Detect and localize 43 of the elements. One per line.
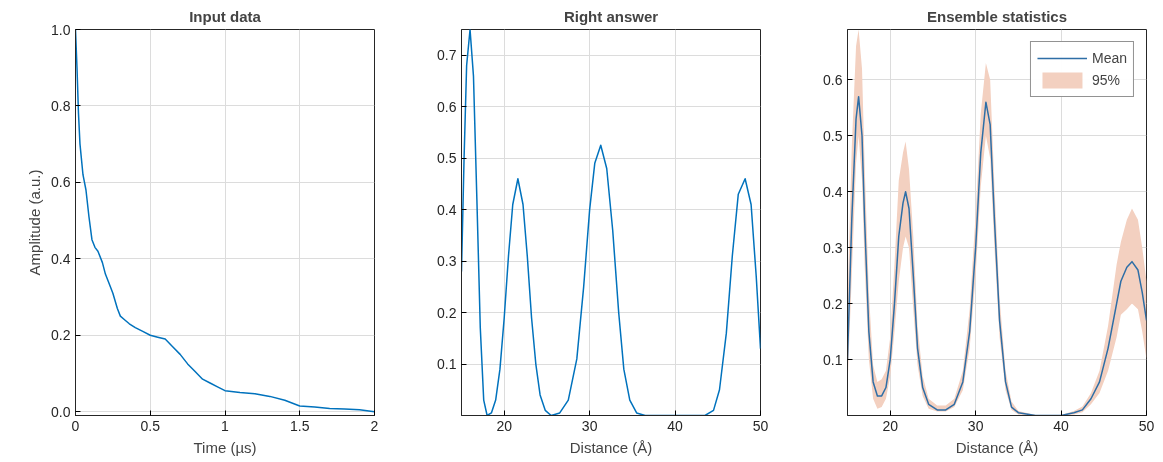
x-tick-label: 1	[221, 417, 230, 434]
y-tick-label: 0.5	[823, 127, 843, 144]
x-tick-label: 1.5	[290, 417, 310, 434]
x-tick-label: 0.5	[140, 417, 161, 434]
y-tick-label: 0.2	[437, 304, 457, 321]
x-tick-label: 30	[967, 417, 984, 434]
y-tick-label: 0.1	[437, 356, 457, 373]
legend-label: 95%	[1091, 72, 1120, 88]
y-tick-label: 0.4	[51, 250, 71, 267]
x-axis-title: Distance (Å)	[569, 438, 653, 456]
y-tick-label: 0.3	[823, 239, 843, 256]
y-tick-label: 0.6	[823, 71, 843, 88]
y-tick-label: 1.0	[51, 21, 71, 38]
y-tick-label: 0.5	[437, 150, 457, 167]
y-tick-label: 0.2	[823, 295, 843, 312]
y-tick-label: 0.7	[437, 47, 457, 64]
y-tick-label: 0.2	[51, 327, 71, 344]
x-axis-title: Distance (Å)	[955, 438, 1039, 456]
line-series	[461, 29, 761, 416]
line-series	[75, 29, 375, 413]
y-tick-label: 0.8	[51, 97, 71, 114]
x-tick-label: 50	[752, 417, 769, 434]
y-tick-label: 0.4	[823, 183, 843, 200]
x-tick-label: 30	[581, 417, 598, 434]
x-tick-label: 40	[1053, 417, 1070, 434]
y-tick-label: 0.1	[823, 351, 843, 368]
y-tick-label: 0.4	[437, 201, 457, 218]
chart-title: Right answer	[563, 7, 659, 25]
x-tick-label: 20	[496, 417, 513, 434]
x-tick-label: 0	[71, 417, 80, 434]
y-tick-label: 0.3	[437, 253, 457, 270]
legend-label: Mean	[1091, 50, 1127, 66]
x-tick-label: 40	[667, 417, 684, 434]
chart-title: Input data	[189, 7, 262, 25]
x-tick-label: 20	[882, 417, 899, 434]
y-tick-label: 0.0	[51, 403, 71, 420]
chart-title: Ensemble statistics	[926, 7, 1068, 25]
x-tick-label: 2	[370, 417, 379, 434]
y-axis-title: Amplitude (a.u.)	[26, 169, 44, 276]
y-tick-label: 0.6	[51, 174, 71, 191]
x-tick-label: 50	[1138, 417, 1155, 434]
y-tick-label: 0.6	[437, 98, 457, 115]
x-axis-title: Time (µs)	[193, 438, 257, 456]
